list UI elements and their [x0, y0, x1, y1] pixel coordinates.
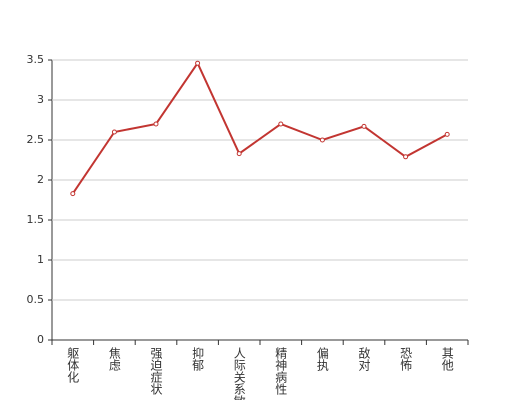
x-tick-label: 焦虑	[107, 347, 121, 371]
x-tick-label: 敌对	[357, 346, 371, 371]
y-tick-label: 2.5	[27, 133, 45, 146]
y-tick-label: 2	[37, 173, 44, 186]
point	[70, 191, 76, 197]
y-tick-label: 0	[37, 333, 44, 346]
x-tick-label: 强迫症状	[149, 347, 163, 395]
point	[319, 137, 325, 143]
point	[278, 121, 284, 127]
y-tick-label: 0.5	[27, 293, 45, 306]
point	[111, 129, 117, 135]
x-tick-label: 人际关系敏感	[232, 347, 246, 400]
y-tick-label: 3	[37, 93, 44, 106]
point	[153, 121, 159, 127]
y-tick-label: 1	[37, 253, 44, 266]
y-tick-label: 3.5	[27, 53, 45, 66]
x-tick-label: 抑郁	[191, 346, 205, 372]
point	[361, 123, 367, 129]
y-tick-label: 1.5	[27, 213, 45, 226]
x-tick-label: 躯体化	[66, 346, 80, 384]
point	[236, 151, 242, 157]
point	[195, 60, 201, 66]
line	[71, 61, 448, 195]
x-tick-label: 恐怖	[399, 347, 413, 371]
x-tick-label: 精神病性	[274, 347, 288, 396]
point	[403, 154, 409, 160]
x-tick-label: 偏执	[315, 346, 329, 372]
point	[444, 131, 450, 137]
x-tick-label: 其他	[440, 347, 454, 371]
